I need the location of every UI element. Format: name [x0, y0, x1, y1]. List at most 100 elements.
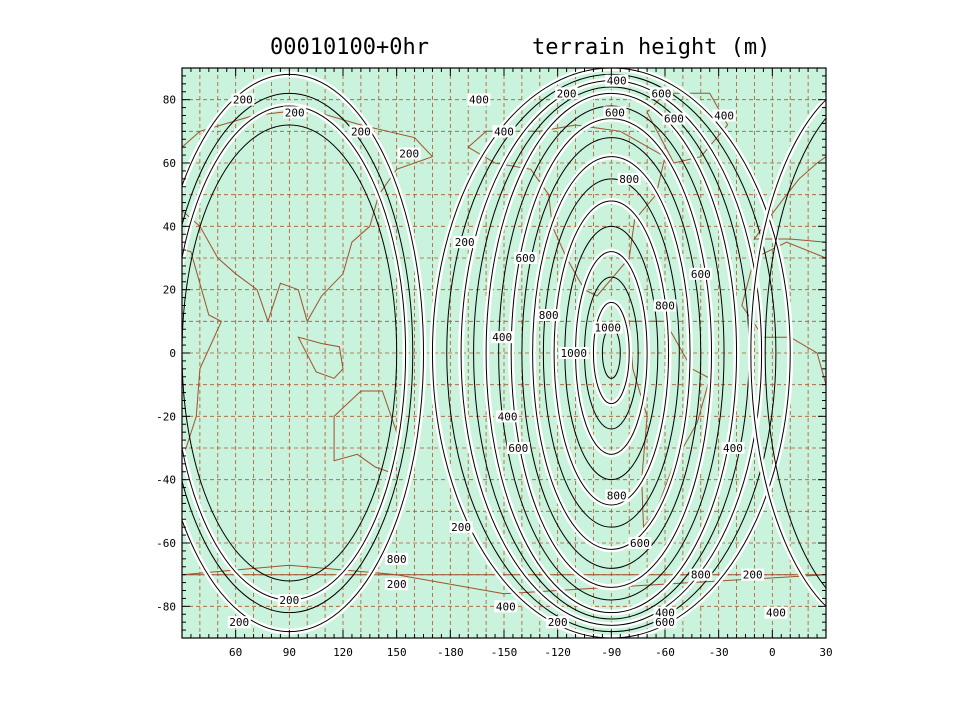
contour-label-backing [385, 578, 409, 591]
x-tick-label: 150 [387, 646, 407, 659]
y-tick-label: 20 [163, 284, 176, 297]
contour-label-backing [467, 93, 491, 106]
contour-label-backing [741, 568, 765, 581]
contour-label: 200 [279, 594, 299, 607]
contour-line [510, 118, 713, 588]
contour-label-backing [537, 309, 561, 321]
contour-label-backing [227, 616, 251, 629]
contour-line [521, 137, 702, 569]
contour-label: 600 [655, 616, 675, 629]
x-tick-label: -120 [544, 646, 571, 659]
contour-label-backing [605, 489, 629, 502]
axis-tick-marks [181, 67, 827, 639]
contour-line [750, 99, 826, 607]
contour-label: 400 [494, 125, 514, 138]
x-tick-label: 30 [819, 646, 832, 659]
contour-label-backing [649, 87, 673, 100]
contour-label: 200 [399, 148, 419, 161]
contour-label: 400 [723, 442, 743, 455]
contour-label: 200 [387, 578, 407, 591]
contour-label: 800 [539, 309, 559, 322]
y-tick-label: 0 [169, 347, 176, 360]
contour-label: 400 [492, 331, 512, 344]
contour-line [532, 156, 691, 550]
x-tick-label: -90 [601, 646, 621, 659]
contour-label: 600 [691, 268, 711, 281]
contour-label-backing [397, 147, 421, 160]
x-tick-label: 0 [769, 646, 776, 659]
contour-line [553, 200, 670, 506]
contour-label-backing [721, 442, 745, 454]
contour-label: 400 [766, 607, 786, 620]
contour-label-backing [492, 125, 516, 138]
contour-label: 600 [651, 87, 671, 100]
x-tick-label: 90 [283, 646, 296, 659]
contour-label-backing [653, 299, 677, 312]
contour-label-backing [555, 87, 579, 100]
x-tick-label: -180 [437, 646, 464, 659]
contour-label-backing [603, 106, 627, 119]
contour-label: 1000 [561, 347, 588, 360]
coastline-outline [297, 336, 344, 379]
x-tick-label: 60 [229, 646, 242, 659]
contour-label: 400 [496, 600, 516, 613]
contour-line [182, 92, 414, 614]
plot-area: 2002002002002002002002002002002002004004… [156, 67, 833, 659]
contour-label: 400 [498, 410, 518, 423]
contour-label: 600 [605, 106, 625, 119]
contour-label: 200 [285, 106, 305, 119]
contour-label-backing [496, 410, 520, 423]
contour-label-backing [628, 537, 652, 549]
y-axis-tick-labels: 80 60 40 20 0 -20 -40 -60 -80 [156, 94, 176, 614]
contour-line [182, 124, 398, 582]
contour-line [542, 178, 680, 528]
map-date-label: 00010100+0hr [270, 35, 429, 60]
contour-label: 200 [557, 87, 577, 100]
contour-label: 600 [508, 442, 528, 455]
contour-label: 600 [630, 537, 650, 550]
y-tick-label: -40 [156, 474, 176, 487]
contour-label: 400 [714, 110, 734, 123]
contour-label-backing [513, 252, 537, 264]
contour-label: 200 [743, 569, 763, 582]
x-axis-tick-labels: 60 90 120 150 -180 -150 -120 -90 -60 -30 0 30 [229, 646, 833, 659]
contour-label-backing [605, 74, 629, 87]
y-tick-label: -80 [156, 600, 176, 613]
coastline-outline [182, 248, 223, 462]
y-tick-label: -20 [156, 410, 176, 423]
contour-label: 800 [607, 490, 627, 503]
y-tick-label: 40 [163, 220, 176, 233]
contour-label-backing [689, 568, 713, 581]
y-tick-label: 60 [163, 157, 176, 170]
contour-label: 1000 [595, 322, 622, 335]
contour-label: 800 [619, 173, 639, 186]
contour-label-backing [617, 172, 641, 185]
contour-label-backing [490, 331, 514, 344]
contour-label: 400 [607, 75, 627, 88]
contour-label-backing [546, 616, 570, 629]
contour-label-backing [494, 600, 518, 613]
contour-label: 200 [351, 125, 371, 138]
contour-line [431, 68, 791, 638]
contour-label: 200 [233, 94, 253, 107]
contour-labels: 200 200 200 200 200 200 200 200 200 200 200 200 400 4… [227, 74, 788, 629]
contour-line [498, 105, 725, 601]
contour-label-backing [653, 606, 677, 619]
contour-label: 800 [691, 569, 711, 582]
contour-label-backing [689, 267, 713, 280]
contour-label: 800 [655, 300, 675, 313]
contour-label: 600 [516, 252, 536, 265]
contour-label-backing [283, 106, 307, 119]
x-tick-label: 120 [333, 646, 353, 659]
contour-label-backing [277, 594, 301, 606]
contour-line [592, 301, 630, 405]
contour-label: 400 [469, 94, 489, 107]
map-field-title: terrain height (m) [532, 35, 770, 60]
contour-label-backing [231, 93, 255, 106]
contour-label-backing [653, 616, 677, 629]
contour-label: 200 [548, 616, 568, 629]
contour-label-backing [453, 236, 477, 249]
contour-label: 200 [455, 236, 475, 249]
contour-label: 800 [387, 553, 407, 566]
